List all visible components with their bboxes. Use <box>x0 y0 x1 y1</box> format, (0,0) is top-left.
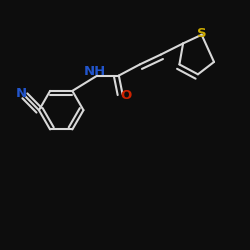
Text: O: O <box>120 89 131 102</box>
Text: S: S <box>197 27 206 40</box>
Text: NH: NH <box>84 65 106 78</box>
Text: N: N <box>16 87 27 100</box>
